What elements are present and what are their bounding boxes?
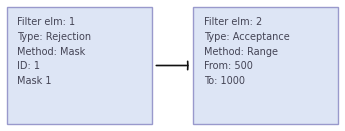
Text: Filter elm: 2
Type: Acceptance
Method: Range
From: 500
To: 1000: Filter elm: 2 Type: Acceptance Method: R… [204, 17, 289, 86]
FancyBboxPatch shape [7, 7, 152, 124]
Text: Filter elm: 1
Type: Rejection
Method: Mask
ID: 1
Mask 1: Filter elm: 1 Type: Rejection Method: Ma… [17, 17, 91, 86]
FancyBboxPatch shape [193, 7, 338, 124]
